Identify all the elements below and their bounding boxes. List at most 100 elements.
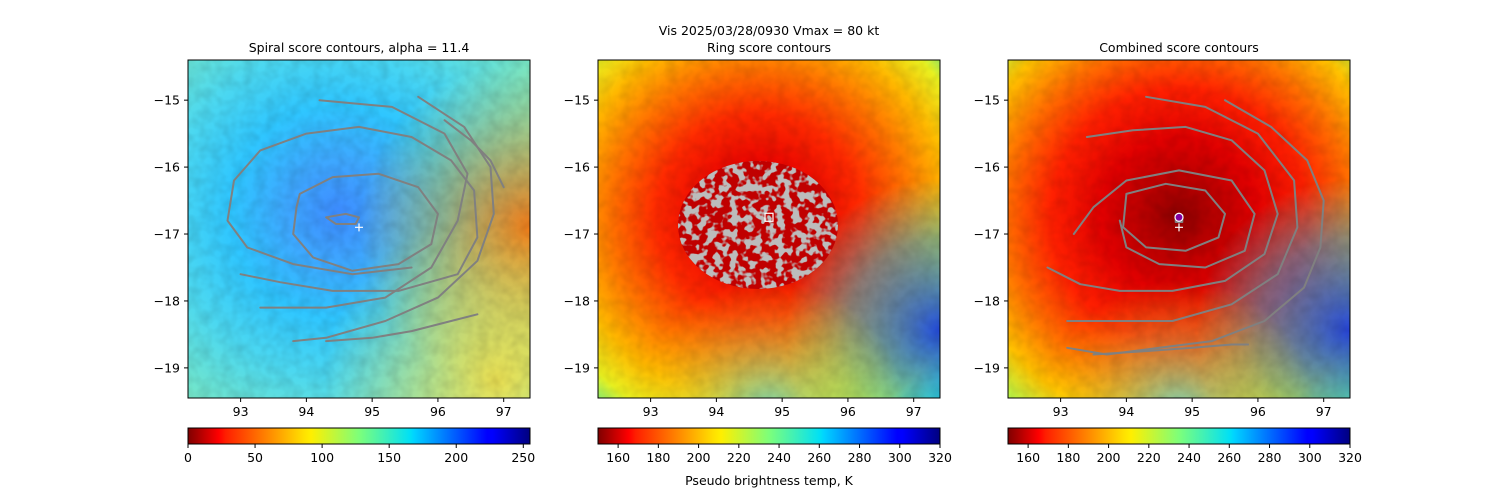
- x-tick-label: 97: [496, 404, 512, 419]
- y-tick-label: −15: [974, 93, 1000, 108]
- x-tick-label: 94: [298, 404, 314, 419]
- y-tick-label: −19: [564, 360, 590, 375]
- colorbar-tick-label: 300: [1298, 450, 1322, 465]
- contour-line: [292, 172, 439, 272]
- y-tick-label: −17: [564, 227, 590, 242]
- axes-frame: [1007, 59, 1351, 399]
- colorbar-tick-label: 320: [928, 450, 952, 465]
- colorbar: 160 180 200 220 240 260 280 300 320 Pseudo brigh…: [597, 427, 952, 488]
- center-markers: [355, 223, 363, 232]
- y-tick-label: −16: [154, 160, 180, 175]
- colorbar-tick-label: 220: [727, 450, 751, 465]
- panel-spiral: Spiral score contours, alpha = 11.4 93 94…: [154, 40, 536, 465]
- colorbar-tick-label: 240: [767, 450, 791, 465]
- colorbar-tick-label: 200: [1097, 450, 1121, 465]
- y-tick-label: −18: [564, 293, 590, 308]
- y-tick-label: −17: [974, 227, 1000, 242]
- colorbar-tick-label: 160: [606, 450, 630, 465]
- contour-line: [1122, 182, 1226, 252]
- colorbar-tick-label: 50: [247, 450, 263, 465]
- y-tick-label: −18: [154, 293, 180, 308]
- colorbar-tick-label: 280: [1258, 450, 1282, 465]
- contour-line: [1092, 343, 1250, 356]
- colorbar-gradient: [1007, 427, 1351, 445]
- colorbar-ticks: 160 180 200 220 240 260 280 300 320: [1016, 444, 1362, 465]
- ring-score-region: [678, 161, 838, 289]
- contour-line: [292, 95, 495, 343]
- y-tick-label: −17: [154, 227, 180, 242]
- colorbar-tick-label: 220: [1137, 450, 1161, 465]
- contour-line: [325, 313, 479, 343]
- x-tick-label: 96: [430, 404, 446, 419]
- x-tick-label: 97: [906, 404, 922, 419]
- figure-suptitle: Vis 2025/03/28/0930 Vmax = 80 kt: [659, 23, 880, 38]
- axis-ticks: 93 94 95 96 97 −15 −16 −17 −18 −19: [564, 93, 922, 419]
- contour-line: [226, 125, 479, 292]
- axis-ticks: 93 94 95 96 97 −15 −16 −17 −18 −19: [974, 93, 1332, 419]
- colorbar-tick-label: 320: [1338, 450, 1362, 465]
- colorbar-tick-label: 260: [807, 450, 831, 465]
- contour-line: [1046, 125, 1279, 292]
- axis-ticks: 93 94 95 96 97 −15 −16 −17 −18 −19: [154, 93, 512, 419]
- panel-combined: Combined score contours 93 94 95 96 97 −15 −16…: [974, 40, 1362, 465]
- contour-lines: [1046, 95, 1325, 356]
- colorbar-gradient: [597, 427, 941, 445]
- y-tick-label: −16: [974, 160, 1000, 175]
- center-markers: [764, 212, 774, 222]
- center-plus-marker: [355, 223, 363, 232]
- contour-line: [259, 99, 469, 309]
- colorbar-tick-label: 200: [687, 450, 711, 465]
- contour-line: [1066, 99, 1325, 356]
- panel-ring: Ring score contours 93 94 95 96 97 −15 −16 −17 −…: [564, 40, 952, 488]
- y-tick-label: −16: [564, 160, 590, 175]
- contour-lines: [226, 95, 505, 343]
- panel-title: Combined score contours: [1099, 40, 1259, 55]
- x-tick-label: 95: [364, 404, 380, 419]
- panel-title: Ring score contours: [707, 40, 831, 55]
- x-tick-label: 93: [1053, 404, 1069, 419]
- center-square-marker: [764, 212, 774, 222]
- axes-frame: [597, 59, 941, 399]
- x-tick-label: 96: [840, 404, 856, 419]
- colorbar-ticks: 160 180 200 220 240 260 280 300 320: [606, 444, 952, 465]
- colorbar: 0 50 100 150 200 250: [184, 427, 535, 465]
- colorbar-tick-label: 180: [646, 450, 670, 465]
- y-tick-label: −15: [564, 93, 590, 108]
- colorbar-tick-label: 160: [1016, 450, 1040, 465]
- colorbar-tick-label: 280: [848, 450, 872, 465]
- y-tick-label: −15: [154, 93, 180, 108]
- panel-title: Spiral score contours, alpha = 11.4: [249, 40, 470, 55]
- colorbar-tick-label: 250: [511, 450, 535, 465]
- contour-line: [1072, 169, 1256, 269]
- colorbar-ticks: 0 50 100 150 200 250: [184, 444, 535, 465]
- colorbar-tick-label: 240: [1177, 450, 1201, 465]
- x-tick-label: 97: [1316, 404, 1332, 419]
- y-tick-label: −19: [154, 360, 180, 375]
- x-tick-label: 95: [1184, 404, 1200, 419]
- x-tick-label: 93: [233, 404, 249, 419]
- axes-frame: [187, 59, 531, 399]
- y-tick-label: −18: [974, 293, 1000, 308]
- x-tick-label: 96: [1250, 404, 1266, 419]
- x-tick-label: 95: [774, 404, 790, 419]
- center-markers: [1174, 212, 1184, 232]
- y-tick-label: −19: [974, 360, 1000, 375]
- contour-line: [1066, 95, 1299, 322]
- x-tick-label: 94: [708, 404, 724, 419]
- center-circle-marker: [1174, 212, 1184, 222]
- colorbar-label: Pseudo brightness temp, K: [685, 473, 854, 488]
- colorbar: 160 180 200 220 240 260 280 300 320: [1007, 427, 1362, 465]
- colorbar-tick-label: 100: [310, 450, 334, 465]
- colorbar-gradient: [187, 427, 531, 445]
- center-plus-marker: [1175, 223, 1183, 232]
- contour-line: [443, 119, 505, 189]
- colorbar-tick-label: 260: [1217, 450, 1241, 465]
- contour-line: [325, 212, 360, 225]
- colorbar-tick-label: 300: [888, 450, 912, 465]
- colorbar-tick-label: 150: [377, 450, 401, 465]
- x-tick-label: 93: [643, 404, 659, 419]
- colorbar-tick-label: 0: [184, 450, 192, 465]
- colorbar-tick-label: 200: [444, 450, 468, 465]
- x-tick-label: 94: [1118, 404, 1134, 419]
